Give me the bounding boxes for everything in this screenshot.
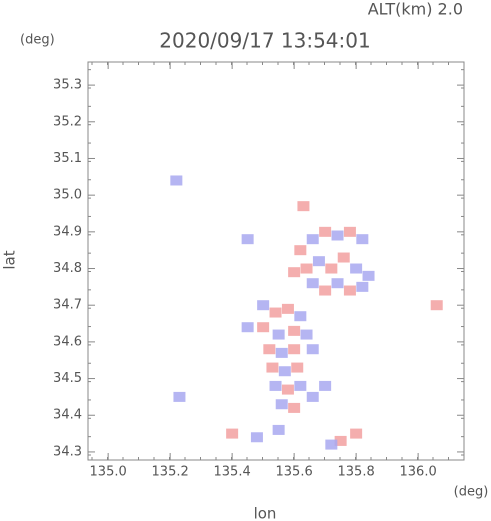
radar-cell	[294, 311, 307, 322]
radar-cell	[297, 201, 310, 212]
radar-cell	[300, 263, 313, 274]
y-tick-label: 35.0	[53, 188, 82, 203]
radar-cell	[306, 344, 319, 355]
altitude-label: ALT(km) 2.0	[368, 0, 463, 19]
y-axis-label: lat	[1, 250, 19, 269]
y-tick-label: 34.4	[53, 408, 82, 423]
x-axis-label: lon	[254, 505, 277, 521]
x-unit: (deg)	[454, 485, 489, 500]
x-tick-label: 136.0	[400, 465, 437, 480]
radar-cell	[325, 263, 338, 274]
x-tick-label: 135.6	[276, 465, 313, 480]
radar-cell	[300, 329, 313, 340]
radar-cell	[257, 322, 270, 333]
radar-cell	[294, 380, 307, 391]
radar-cell	[319, 380, 332, 391]
radar-cell	[343, 226, 356, 237]
radar-cell	[275, 347, 288, 358]
y-tick-label: 34.9	[53, 224, 82, 239]
radar-cell	[294, 245, 307, 256]
radar-cell	[312, 256, 325, 267]
radar-cell	[275, 399, 288, 410]
radar-cell	[288, 325, 301, 336]
plot-frame	[87, 61, 465, 461]
radar-cell	[331, 230, 344, 241]
radar-cell	[173, 391, 186, 402]
y-tick-label: 35.3	[53, 78, 82, 93]
radar-cell	[288, 402, 301, 413]
radar-cell	[337, 252, 350, 263]
radar-cell	[343, 285, 356, 296]
radar-cell	[362, 270, 375, 281]
radar-cell	[263, 344, 276, 355]
radar-cell	[334, 435, 347, 446]
radar-cell	[272, 424, 285, 435]
y-unit: (deg)	[20, 33, 55, 48]
radar-cell	[350, 263, 363, 274]
radar-cell	[306, 234, 319, 245]
radar-cell	[241, 234, 254, 245]
radar-cell	[319, 226, 332, 237]
x-tick-label: 135.0	[90, 465, 127, 480]
radar-cell	[269, 307, 282, 318]
radar-cell	[226, 428, 239, 439]
y-tick-label: 35.2	[53, 114, 82, 129]
radar-cell	[288, 344, 301, 355]
radar-cell	[325, 439, 338, 450]
radar-cell	[306, 391, 319, 402]
x-tick-label: 135.2	[152, 465, 189, 480]
x-tick-label: 135.8	[338, 465, 375, 480]
radar-cell	[266, 362, 279, 373]
x-tick-label: 135.4	[214, 465, 251, 480]
y-tick-label: 34.6	[53, 334, 82, 349]
y-tick-label: 35.1	[53, 151, 82, 166]
radar-cell	[241, 322, 254, 333]
radar-cell	[430, 300, 443, 311]
radar-cell	[356, 281, 369, 292]
radar-cell	[356, 234, 369, 245]
radar-cell	[257, 300, 270, 311]
radar-cell	[291, 362, 304, 373]
radar-cell	[306, 278, 319, 289]
radar-cell	[170, 175, 183, 186]
radar-cell	[319, 285, 332, 296]
y-tick-label: 34.8	[53, 261, 82, 276]
radar-cell	[269, 380, 282, 391]
radar-cell	[278, 366, 291, 377]
y-tick-label: 34.3	[53, 444, 82, 459]
radar-cell	[250, 432, 263, 443]
radar-cell	[281, 303, 294, 314]
y-tick-label: 34.5	[53, 371, 82, 386]
y-tick-label: 34.7	[53, 298, 82, 313]
chart-title: 2020/09/17 13:54:01	[159, 29, 370, 53]
radar-cell	[350, 428, 363, 439]
radar-cell	[272, 329, 285, 340]
radar-cell	[281, 384, 294, 395]
radar-cell	[288, 267, 301, 278]
radar-cell	[331, 278, 344, 289]
